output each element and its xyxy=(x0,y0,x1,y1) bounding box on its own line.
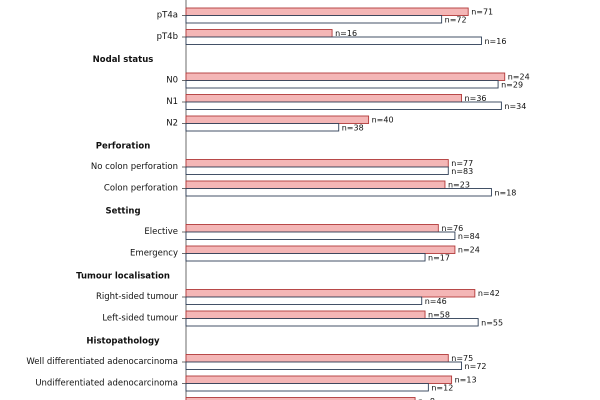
bar-label-series-2: n=17 xyxy=(428,254,450,263)
bar-label-series-1: n=42 xyxy=(478,289,500,298)
bar-series-1 xyxy=(185,375,453,384)
bar-series-2 xyxy=(185,15,443,24)
bar-label-series-2: n=29 xyxy=(501,81,523,90)
group-header: Setting xyxy=(105,207,140,217)
bar-series-1 xyxy=(185,245,456,254)
category-label: pT4b xyxy=(157,32,178,42)
bar-label-series-1: n=13 xyxy=(455,376,477,385)
bar-label-series-2: n=46 xyxy=(425,297,447,306)
bar-label-series-1: n=75 xyxy=(451,354,473,363)
bar-series-1 xyxy=(185,94,463,103)
bar-label-series-2: n=84 xyxy=(458,232,480,241)
category-label: No colon perforation xyxy=(91,162,178,172)
bar-series-2 xyxy=(185,123,340,132)
bar-series-2 xyxy=(185,361,463,370)
bar-series-1 xyxy=(185,310,426,319)
category-label: N1 xyxy=(166,97,178,107)
bar-series-1 xyxy=(185,29,333,38)
bar-label-series-1: n=16 xyxy=(335,29,357,38)
category-label: Well differentiated adenocarcinoma xyxy=(26,357,178,367)
bar-series-2 xyxy=(185,166,449,175)
bar-label-series-1: n=58 xyxy=(428,311,450,320)
bar-series-1 xyxy=(185,397,416,400)
category-label: Undifferentiated adenocarcinoma xyxy=(35,379,178,389)
bar-label-series-1: n=24 xyxy=(508,73,530,82)
bar-series-2 xyxy=(185,36,482,45)
bar-label-series-2: n=16 xyxy=(484,37,506,46)
bar-label-series-1: n=71 xyxy=(471,8,493,17)
bar-label-series-1: n=36 xyxy=(465,94,487,103)
bar-label-series-2: n=72 xyxy=(445,16,467,25)
category-label: Left-sided tumour xyxy=(102,314,178,324)
bar-label-series-2: n=18 xyxy=(494,189,516,198)
group-header: Histopathology xyxy=(86,337,160,347)
category-label: pT4a xyxy=(157,11,178,21)
bar-series-2 xyxy=(185,318,479,327)
bar-series-2 xyxy=(185,253,426,262)
group-header: Perforation xyxy=(96,142,151,152)
bar-series-2 xyxy=(185,296,423,305)
bar-label-series-1: n=24 xyxy=(458,246,480,255)
bar-label-series-1: n=76 xyxy=(441,224,463,233)
category-label: N2 xyxy=(166,119,178,129)
category-label: Right-sided tumour xyxy=(96,292,179,302)
category-label: N0 xyxy=(166,76,178,86)
category-label: Elective xyxy=(144,227,178,237)
bar-label-series-2: n=34 xyxy=(504,102,526,111)
category-label: Emergency xyxy=(130,249,178,259)
bar-series-2 xyxy=(185,101,502,110)
group-header: Tumour localisation xyxy=(76,272,170,282)
bar-label-series-2: n=38 xyxy=(342,124,364,133)
bar-series-2 xyxy=(185,80,499,89)
bar-label-series-2: n=12 xyxy=(431,384,453,393)
group-header: Nodal status xyxy=(93,55,154,65)
bar-label-series-2: n=55 xyxy=(481,319,503,328)
bar-label-series-2: n=83 xyxy=(451,167,473,176)
bar-series-1 xyxy=(185,289,476,298)
bar-series-1 xyxy=(185,180,446,189)
bar-series-2 xyxy=(185,383,429,392)
bar-series-1 xyxy=(185,224,439,233)
bar-series-1 xyxy=(185,115,370,124)
bar-label-series-1: n=77 xyxy=(451,159,473,168)
bar-series-2 xyxy=(185,231,456,240)
bar-label-series-1: n=40 xyxy=(372,116,394,125)
bar-label-series-1: n=23 xyxy=(448,181,470,190)
bar-series-1 xyxy=(185,7,469,16)
bar-label-series-2: n=72 xyxy=(465,362,487,371)
bar-series-1 xyxy=(185,72,506,81)
bar-label-series-1: n=8 xyxy=(418,397,435,400)
bar-series-2 xyxy=(185,188,492,197)
category-label: Colon perforation xyxy=(104,184,178,194)
bar-series-1 xyxy=(185,159,449,168)
bar-series-1 xyxy=(185,354,449,363)
